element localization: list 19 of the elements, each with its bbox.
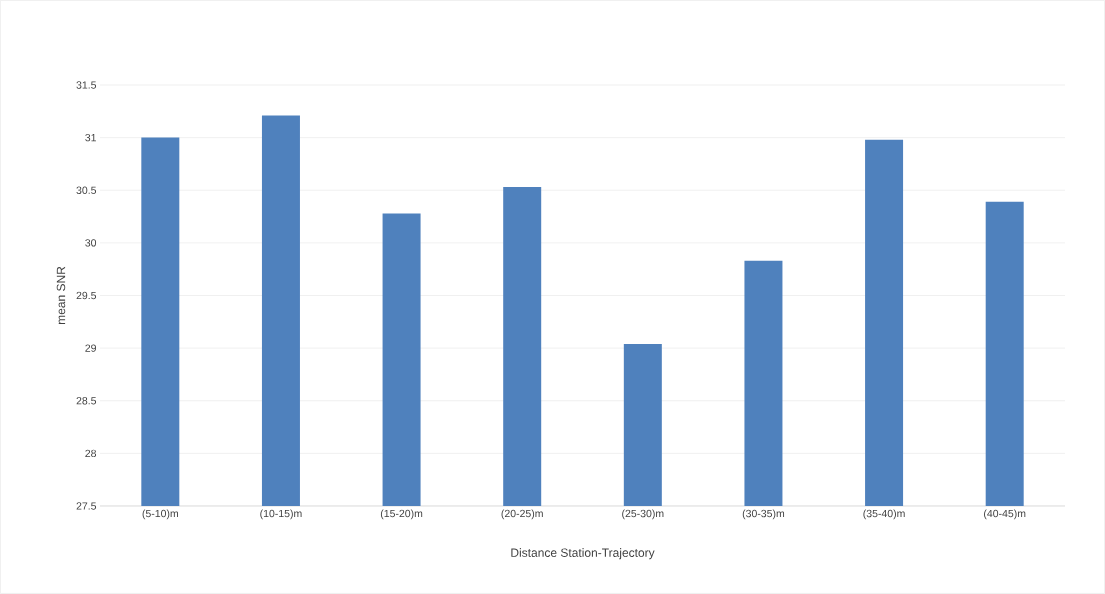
x-tick-label: (20-25)m xyxy=(501,509,543,520)
y-tick-label: 31 xyxy=(85,133,96,142)
y-tick-label: 30.5 xyxy=(76,186,97,194)
x-tick-label: (40-45)m xyxy=(984,509,1026,520)
x-tick-label: (35-40)m xyxy=(863,509,905,520)
x-axis-title: Distance Station-Trajectory xyxy=(511,548,655,560)
y-tick-label: 29.5 xyxy=(76,291,97,300)
x-tick-label: (30-35)m xyxy=(742,509,785,520)
y-tick-label: 31.5 xyxy=(76,81,97,89)
x-tick-label: (25-30)m xyxy=(622,509,664,520)
x-tick-label: (5-10)m xyxy=(142,509,178,520)
y-tick-label: 28.5 xyxy=(76,397,97,405)
y-tick-label: 29 xyxy=(85,344,96,352)
y-tick-label: 30 xyxy=(85,239,97,247)
y-axis-title: mean SNR xyxy=(56,266,66,325)
y-tick-label: 28 xyxy=(85,449,97,458)
x-tick-label: (10-15)m xyxy=(260,509,302,520)
y-tick-label: 27.5 xyxy=(76,502,97,510)
x-tick-label: (15-20)m xyxy=(380,509,423,520)
